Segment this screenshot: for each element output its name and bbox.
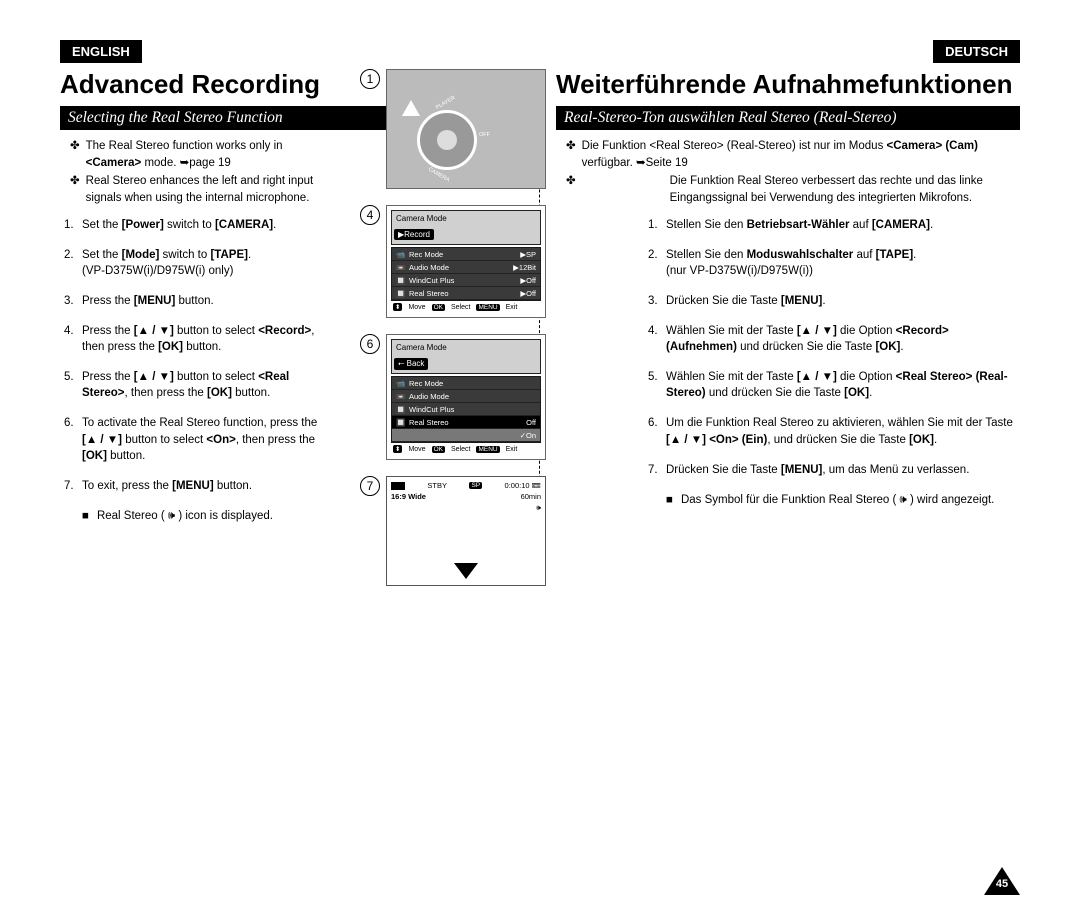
foot-select: Select	[451, 446, 470, 453]
title-de: Weiterführende Aufnahmefunktionen	[556, 69, 1020, 100]
camera-illustration: PLAYER OFF CAMERA	[386, 69, 546, 189]
ok-badge: OK	[432, 446, 445, 453]
step-en-3: Press the [MENU] button.	[82, 293, 332, 309]
move-icon: ⬍	[393, 303, 402, 311]
camera-screen: STBY SP 0:00:10 📼 16:9 Wide 60min 🕪	[386, 476, 546, 586]
menu6-back: ⭠ Back	[394, 358, 428, 370]
menu4-title: Camera Mode	[396, 214, 447, 223]
tab-english: ENGLISH	[60, 40, 142, 63]
figure-4: 4 Camera Mode ▶Record 📹Rec Mode▶SP📼Audio…	[360, 205, 546, 318]
menu-row: 🔲Real StereoOff	[392, 416, 540, 429]
bullets-de: ✤Die Funktion <Real Stereo> (Real-Stereo…	[566, 138, 1020, 207]
bullets-en: ✤The Real Stereo function works only in …	[70, 138, 338, 207]
remain-time: 60min	[521, 492, 541, 501]
menu-row: 🔲WindCut Plus▶Off	[392, 274, 540, 287]
figure-6: 6 Camera Mode ⭠ Back 📹Rec Mode📼Audio Mod…	[360, 334, 546, 460]
step-en-7: To exit, press the [MENU] button.	[82, 478, 332, 494]
foot-select: Select	[451, 304, 470, 311]
menu-row: 🔲Real Stereo▶Off	[392, 287, 540, 300]
bullet-de-1: Die Funktion <Real Stereo> (Real-Stereo)…	[582, 138, 1020, 171]
foot-move: Move	[408, 304, 425, 311]
menu-row: 📼Audio Mode▶12Bit	[392, 261, 540, 274]
figure-7: 7 STBY SP 0:00:10 📼 16:9 Wide 60min 🕪	[360, 476, 546, 586]
step-de-7: Drücken Sie die Taste [MENU], um das Men…	[666, 462, 1020, 478]
step-de-6: Um die Funktion Real Stereo zu aktiviere…	[666, 415, 1020, 447]
step-de-5: Wählen Sie mit der Taste [▲ / ▼] die Opt…	[666, 369, 1020, 401]
subtitle-de: Real-Stereo-Ton auswählen Real Stereo (R…	[556, 106, 1020, 130]
menu-row: 🔲WindCut Plus	[392, 403, 540, 416]
bullet-en-1: The Real Stereo function works only in <…	[86, 138, 338, 171]
menu-badge: MENU	[476, 446, 499, 453]
figure-4-number: 4	[360, 205, 380, 225]
menu6-title: Camera Mode	[396, 343, 447, 352]
step-de-4: Wählen Sie mit der Taste [▲ / ▼] die Opt…	[666, 323, 1020, 355]
menu-badge: MENU	[476, 304, 499, 311]
menu-panel-6: Camera Mode ⭠ Back 📹Rec Mode📼Audio Mode🔲…	[386, 334, 546, 460]
menu-row: 📼Audio Mode	[392, 390, 540, 403]
figure-1-number: 1	[360, 69, 380, 89]
wide-label: 16:9 Wide	[391, 492, 426, 501]
menu-row: 📹Rec Mode	[392, 377, 540, 390]
steps-en: 1.Set the [Power] switch to [CAMERA]. 2.…	[64, 217, 332, 494]
step-en-6: To activate the Real Stereo function, pr…	[82, 415, 332, 463]
power-dial	[417, 110, 477, 170]
steps-de: 1.Stellen Sie den Betriebsart-Wähler auf…	[560, 217, 1020, 478]
step-en-5: Press the [▲ / ▼] button to select <Real…	[82, 369, 332, 401]
menu-row-on: ✓On	[392, 429, 540, 442]
down-arrow-icon	[454, 563, 478, 579]
step-en-2: Set the [Mode] switch to [TAPE].(VP-D375…	[82, 247, 332, 279]
step-en-4: Press the [▲ / ▼] button to select <Reco…	[82, 323, 332, 355]
step-de-3: Drücken Sie die Taste [MENU].	[666, 293, 1020, 309]
foot-move: Move	[408, 446, 425, 453]
step-en-1: Set the [Power] switch to [CAMERA].	[82, 217, 332, 233]
dial-label-off: OFF	[479, 132, 490, 138]
page-number-badge: 45	[984, 867, 1020, 895]
ok-badge: OK	[432, 304, 445, 311]
figure-1: 1 PLAYER OFF CAMERA	[360, 69, 546, 189]
step-de-1: Stellen Sie den Betriebsart-Wähler auf […	[666, 217, 1020, 233]
menu-panel-4: Camera Mode ▶Record 📹Rec Mode▶SP📼Audio M…	[386, 205, 546, 318]
move-icon: ⬍	[393, 445, 402, 453]
bullet-de-2: Die Funktion Real Stereo verbessert das …	[582, 173, 1020, 206]
figure-7-number: 7	[360, 476, 380, 496]
sp-badge: SP	[469, 482, 482, 489]
battery-icon	[391, 482, 405, 490]
step-de-2: Stellen Sie den Moduswahlschalter auf [T…	[666, 247, 1020, 279]
arrow-up-icon	[402, 100, 420, 116]
timecode: 0:00:10	[505, 481, 530, 490]
foot-exit: Exit	[506, 304, 518, 311]
note-de: ■Das Symbol für die Funktion Real Stereo…	[578, 492, 1020, 508]
dial-label-player: PLAYER	[435, 95, 456, 111]
menu4-submenu: ▶Record	[394, 229, 434, 240]
figure-6-number: 6	[360, 334, 380, 354]
bullet-en-2: Real Stereo enhances the left and right …	[86, 173, 338, 206]
menu-row: 📹Rec Mode▶SP	[392, 248, 540, 261]
status-stby: STBY	[427, 481, 447, 490]
foot-exit: Exit	[506, 446, 518, 453]
tab-deutsch: DEUTSCH	[933, 40, 1020, 63]
